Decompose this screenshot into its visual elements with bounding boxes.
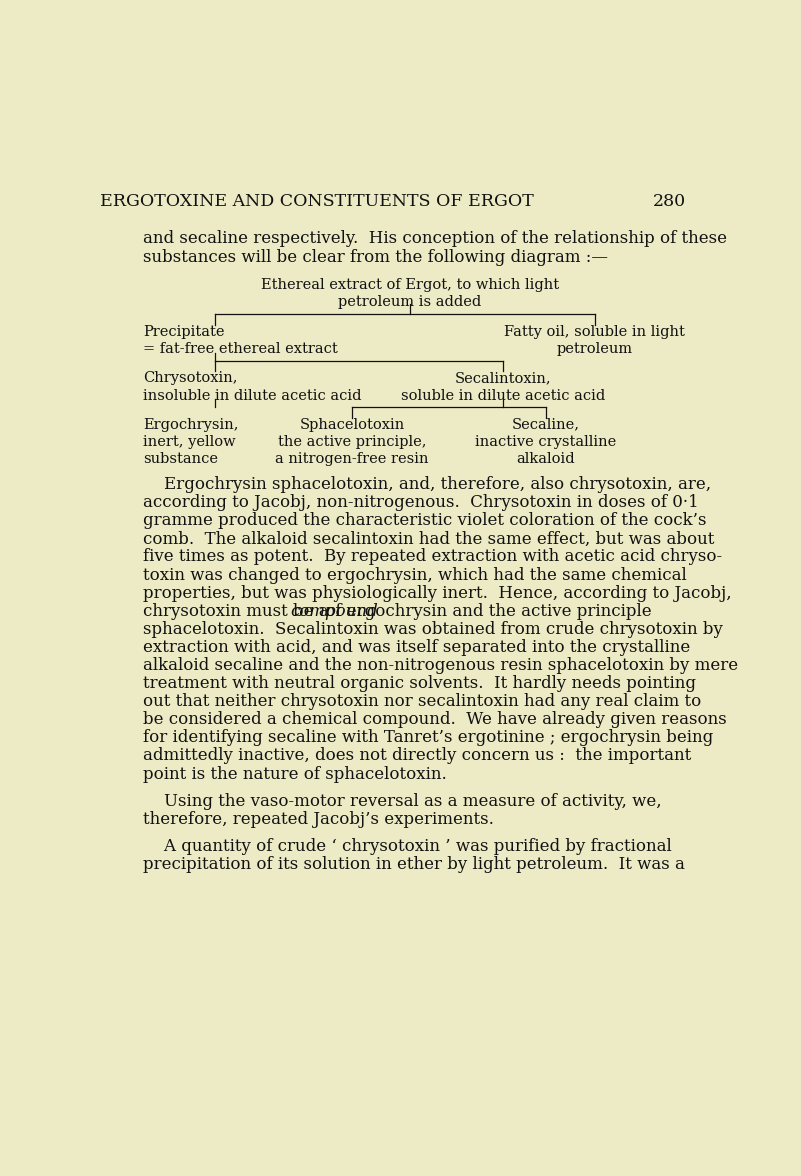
Text: Secaline,
inactive crystalline
alkaloid: Secaline, inactive crystalline alkaloid: [475, 417, 617, 466]
Text: Precipitate
= fat-free ethereal extract: Precipitate = fat-free ethereal extract: [143, 325, 337, 356]
Text: Ergochrysin sphacelotoxin, and, therefore, also chrysotoxin, are,: Ergochrysin sphacelotoxin, and, therefor…: [143, 476, 710, 493]
Text: admittedly inactive, does not directly concern us :  the important: admittedly inactive, does not directly c…: [143, 748, 691, 764]
Text: out that neither chrysotoxin nor secalintoxin had any real claim to: out that neither chrysotoxin nor secalin…: [143, 693, 701, 710]
Text: for identifying secaline with Tanret’s ergotinine ; ergochrysin being: for identifying secaline with Tanret’s e…: [143, 729, 713, 747]
Text: Fatty oil, soluble in light
petroleum: Fatty oil, soluble in light petroleum: [504, 325, 685, 356]
Text: sphacelotoxin.  Secalintoxin was obtained from crude chrysotoxin by: sphacelotoxin. Secalintoxin was obtained…: [143, 621, 723, 637]
Text: gramme produced the characteristic violet coloration of the cock’s: gramme produced the characteristic viole…: [143, 513, 706, 529]
Text: be considered a chemical compound.  We have already given reasons: be considered a chemical compound. We ha…: [143, 711, 727, 728]
Text: and secaline respectively.  His conception of the relationship of these: and secaline respectively. His conceptio…: [143, 229, 727, 247]
Text: Sphacelotoxin
the active principle,
a nitrogen-free resin: Sphacelotoxin the active principle, a ni…: [276, 417, 429, 466]
Text: point is the nature of sphacelotoxin.: point is the nature of sphacelotoxin.: [143, 766, 446, 782]
Text: extraction with acid, and was itself separated into the crystalline: extraction with acid, and was itself sep…: [143, 639, 690, 656]
Text: Secalintoxin,
soluble in dilute acetic acid: Secalintoxin, soluble in dilute acetic a…: [401, 372, 606, 402]
Text: Ergochrysin,
inert, yellow
substance: Ergochrysin, inert, yellow substance: [143, 417, 238, 466]
Text: substances will be clear from the following diagram :—: substances will be clear from the follow…: [143, 249, 608, 266]
Text: treatment with neutral organic solvents.  It hardly needs pointing: treatment with neutral organic solvents.…: [143, 675, 696, 693]
Text: 280: 280: [653, 194, 686, 211]
Text: Chrysotoxin,
insoluble in dilute acetic acid: Chrysotoxin, insoluble in dilute acetic …: [143, 372, 361, 402]
Text: according to Jacobj, non-nitrogenous.  Chrysotoxin in doses of 0·1: according to Jacobj, non-nitrogenous. Ch…: [143, 494, 698, 512]
Text: therefore, repeated Jacobj’s experiments.: therefore, repeated Jacobj’s experiments…: [143, 810, 493, 828]
Text: compound: compound: [291, 603, 378, 620]
Text: of ergochrysin and the active principle: of ergochrysin and the active principle: [320, 603, 652, 620]
Text: properties, but was physiologically inert.  Hence, according to Jacobj,: properties, but was physiologically iner…: [143, 584, 731, 602]
Text: five times as potent.  By repeated extraction with acetic acid chryso-: five times as potent. By repeated extrac…: [143, 548, 722, 566]
Text: toxin was changed to ergochrysin, which had the same chemical: toxin was changed to ergochrysin, which …: [143, 567, 686, 583]
Text: A quantity of crude ‘ chrysotoxin ’ was purified by fractional: A quantity of crude ‘ chrysotoxin ’ was …: [143, 838, 671, 855]
Text: Using the vaso-motor reversal as a measure of activity, we,: Using the vaso-motor reversal as a measu…: [143, 793, 662, 810]
Text: alkaloid secaline and the non-nitrogenous resin sphacelotoxin by mere: alkaloid secaline and the non-nitrogenou…: [143, 657, 738, 674]
Text: chrysotoxin must be a: chrysotoxin must be a: [143, 603, 334, 620]
Text: comb.  The alkaloid secalintoxin had the same effect, but was about: comb. The alkaloid secalintoxin had the …: [143, 530, 714, 547]
Text: ERGOTOXINE AND CONSTITUENTS OF ERGOT: ERGOTOXINE AND CONSTITUENTS OF ERGOT: [100, 194, 534, 211]
Text: precipitation of its solution in ether by light petroleum.  It was a: precipitation of its solution in ether b…: [143, 856, 685, 873]
Text: Ethereal extract of Ergot, to which light
petroleum is added: Ethereal extract of Ergot, to which ligh…: [261, 279, 559, 309]
